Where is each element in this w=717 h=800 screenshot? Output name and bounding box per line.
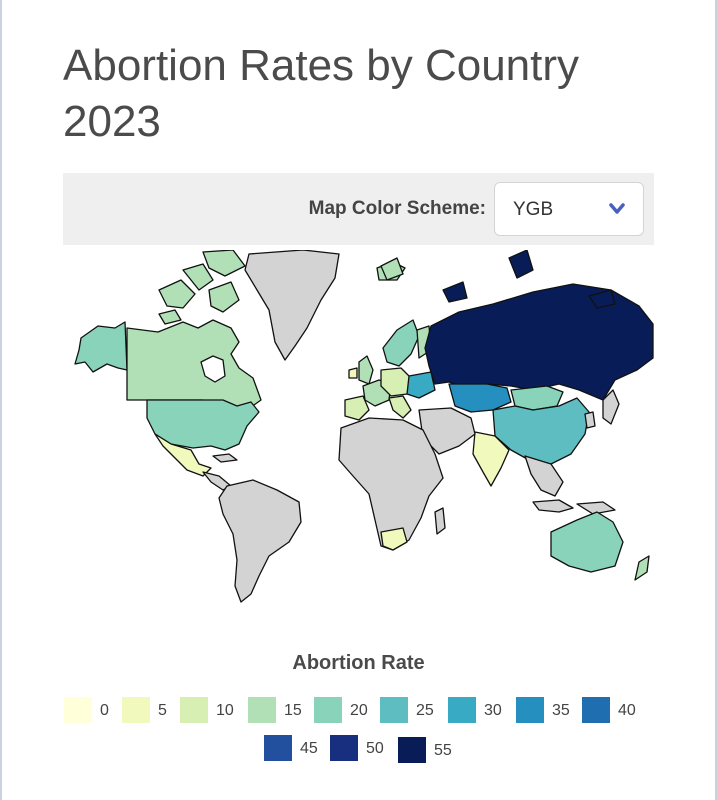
region-madagascar[interactable] <box>434 507 446 535</box>
controls-bar: Map Color Scheme: YGB <box>63 173 654 245</box>
legend-swatch <box>180 697 208 723</box>
legend-label: 40 <box>618 702 636 719</box>
legend-swatch <box>380 697 408 723</box>
region-greenland[interactable] <box>244 250 340 361</box>
chevron-down-icon <box>609 203 625 214</box>
region-scandinavia[interactable] <box>382 319 420 367</box>
region-iberia[interactable] <box>344 395 370 421</box>
legend-swatch <box>64 697 92 723</box>
region-india[interactable] <box>472 431 510 487</box>
region-china[interactable] <box>492 397 590 465</box>
legend-label: 20 <box>350 702 368 719</box>
region-svalbard[interactable] <box>380 257 404 281</box>
legend-label: 50 <box>366 740 384 757</box>
legend-swatch <box>248 697 276 723</box>
legend-label: 45 <box>300 740 318 757</box>
legend-label: 35 <box>552 702 570 719</box>
region-australia[interactable] <box>550 511 624 573</box>
legend-title: Abortion Rate <box>292 652 425 674</box>
region-korea[interactable] <box>584 411 596 429</box>
world-map <box>74 250 654 603</box>
frame-border-right <box>715 0 717 800</box>
region-cuba[interactable] <box>212 453 238 463</box>
frame-border-left <box>0 0 2 800</box>
legend: 0 5 10 15 20 25 30 35 40 45 50 55 <box>60 697 660 767</box>
legend-label: 15 <box>284 702 302 719</box>
legend-swatch <box>582 697 610 723</box>
legend-swatch <box>122 697 150 723</box>
region-indonesia[interactable] <box>532 499 616 515</box>
color-scheme-select[interactable]: YGB <box>494 182 644 236</box>
region-arctic-islands[interactable] <box>158 250 246 325</box>
legend-label: 30 <box>484 702 502 719</box>
legend-swatch <box>398 737 426 763</box>
region-russia[interactable] <box>424 283 654 401</box>
color-scheme-label: Map Color Scheme: <box>308 198 486 219</box>
region-canada[interactable] <box>126 319 262 413</box>
region-ireland[interactable] <box>348 367 358 379</box>
region-hudson-bay <box>200 355 226 383</box>
legend-label: 0 <box>100 702 109 719</box>
region-japan[interactable] <box>602 389 620 425</box>
legend-swatch <box>330 735 358 761</box>
region-mexico[interactable] <box>154 433 212 477</box>
legend-label: 10 <box>216 702 234 719</box>
region-south-america[interactable] <box>218 479 302 603</box>
region-italy-balkans[interactable] <box>388 395 412 419</box>
region-eastern-europe[interactable] <box>406 371 436 399</box>
legend-label: 5 <box>158 702 167 719</box>
region-russia-arctic-islands[interactable] <box>442 250 616 309</box>
region-southeast-asia[interactable] <box>524 455 564 497</box>
region-africa[interactable] <box>338 417 444 551</box>
region-south-africa[interactable] <box>380 527 408 551</box>
color-scheme-value: YGB <box>513 199 554 220</box>
legend-label: 25 <box>416 702 434 719</box>
region-new-zealand[interactable] <box>634 555 650 581</box>
legend-swatch <box>448 697 476 723</box>
legend-label: 55 <box>434 742 452 759</box>
legend-swatch <box>264 735 292 761</box>
legend-swatch <box>314 697 342 723</box>
page-title: Abortion Rates by Country 2023 <box>63 41 580 146</box>
region-uk[interactable] <box>358 355 374 385</box>
region-kazakhstan[interactable] <box>448 383 512 413</box>
region-alaska[interactable] <box>74 321 128 373</box>
legend-swatch <box>516 697 544 723</box>
